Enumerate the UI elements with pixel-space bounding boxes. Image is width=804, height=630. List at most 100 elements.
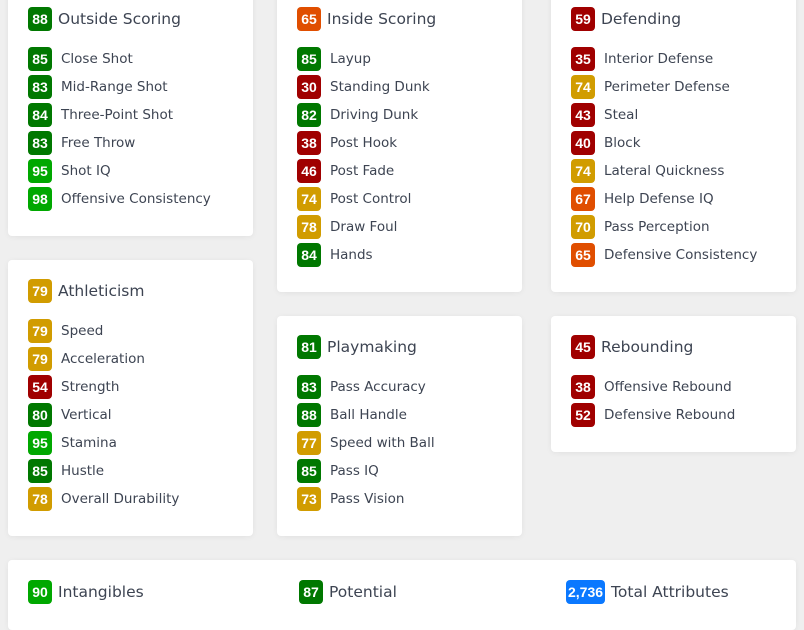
attribute-row: 88 Ball Handle bbox=[297, 403, 502, 427]
group-title: Defending bbox=[601, 10, 682, 28]
attribute-label: Pass IQ bbox=[330, 463, 379, 479]
attribute-rating-badge: 70 bbox=[571, 215, 595, 239]
attribute-rating-badge: 74 bbox=[571, 159, 595, 183]
summary-label: Intangibles bbox=[58, 583, 144, 601]
attribute-label: Speed bbox=[61, 323, 104, 339]
attribute-row: 84 Three-Point Shot bbox=[28, 103, 233, 127]
attribute-label: Pass Perception bbox=[604, 219, 710, 235]
attribute-row: 74 Lateral Quickness bbox=[571, 159, 776, 183]
attribute-rating-badge: 88 bbox=[297, 403, 321, 427]
attribute-rating-badge: 38 bbox=[571, 375, 595, 399]
attribute-rating-badge: 65 bbox=[571, 243, 595, 267]
attribute-label: Close Shot bbox=[61, 51, 133, 67]
attribute-rating-badge: 43 bbox=[571, 103, 595, 127]
group-rating-badge: 45 bbox=[571, 335, 595, 359]
attribute-row: 95 Stamina bbox=[28, 431, 233, 455]
group-header: 65 Inside Scoring bbox=[297, 7, 502, 31]
attribute-rating-badge: 83 bbox=[28, 131, 52, 155]
attribute-label: Defensive Consistency bbox=[604, 247, 758, 263]
attribute-rating-badge: 95 bbox=[28, 431, 52, 455]
attribute-row: 85 Layup bbox=[297, 47, 502, 71]
attribute-rating-badge: 78 bbox=[28, 487, 52, 511]
attribute-label: Ball Handle bbox=[330, 407, 407, 423]
attribute-rating-badge: 79 bbox=[28, 347, 52, 371]
attribute-label: Overall Durability bbox=[61, 491, 180, 507]
attribute-row: 73 Pass Vision bbox=[297, 487, 502, 511]
attribute-rating-badge: 54 bbox=[28, 375, 52, 399]
card-inside-scoring: 65 Inside Scoring 85 Layup 30 Standing D… bbox=[277, 0, 522, 292]
attribute-label: Three-Point Shot bbox=[61, 107, 174, 123]
attribute-label: Speed with Ball bbox=[330, 435, 435, 451]
attribute-label: Defensive Rebound bbox=[604, 407, 736, 423]
rating-badge: 90 bbox=[28, 580, 52, 604]
attribute-label: Post Fade bbox=[330, 163, 395, 179]
attribute-label: Hands bbox=[330, 247, 373, 263]
attribute-row: 83 Mid-Range Shot bbox=[28, 75, 233, 99]
attribute-rating-badge: 52 bbox=[571, 403, 595, 427]
attribute-rating-badge: 79 bbox=[28, 319, 52, 343]
group-title: Outside Scoring bbox=[58, 10, 181, 28]
group-header: 88 Outside Scoring bbox=[28, 7, 233, 31]
attribute-row: 84 Hands bbox=[297, 243, 502, 267]
attribute-rating-badge: 82 bbox=[297, 103, 321, 127]
attribute-row: 43 Steal bbox=[571, 103, 776, 127]
attribute-label: Steal bbox=[604, 107, 639, 123]
card-athleticism: 79 Athleticism 79 Speed 79 Acceleration … bbox=[8, 260, 253, 536]
group-rating-badge: 88 bbox=[28, 7, 52, 31]
attribute-rating-badge: 84 bbox=[28, 103, 52, 127]
rating-badge: 87 bbox=[299, 580, 323, 604]
attribute-label: Free Throw bbox=[61, 135, 136, 151]
group-title: Inside Scoring bbox=[327, 10, 437, 28]
attribute-label: Vertical bbox=[61, 407, 112, 423]
attribute-row: 52 Defensive Rebound bbox=[571, 403, 776, 427]
attribute-label: Layup bbox=[330, 51, 371, 67]
summary-total-attributes: 2,736 Total Attributes bbox=[566, 580, 729, 604]
attribute-row: 85 Pass IQ bbox=[297, 459, 502, 483]
attribute-label: Hustle bbox=[61, 463, 105, 479]
attribute-row: 74 Post Control bbox=[297, 187, 502, 211]
attribute-label: Help Defense IQ bbox=[604, 191, 714, 207]
attribute-row: 38 Post Hook bbox=[297, 131, 502, 155]
attribute-row: 30 Standing Dunk bbox=[297, 75, 502, 99]
attribute-row: 98 Offensive Consistency bbox=[28, 187, 233, 211]
card-defending: 59 Defending 35 Interior Defense 74 Peri… bbox=[551, 0, 796, 292]
attribute-rating-badge: 30 bbox=[297, 75, 321, 99]
attribute-row: 80 Vertical bbox=[28, 403, 233, 427]
group-title: Playmaking bbox=[327, 338, 417, 356]
attribute-row: 78 Overall Durability bbox=[28, 487, 233, 511]
attribute-label: Strength bbox=[61, 379, 120, 395]
attribute-rating-badge: 83 bbox=[297, 375, 321, 399]
card-summary: 90 Intangibles 87 Potential 2,736 Total … bbox=[8, 560, 796, 630]
card-playmaking: 81 Playmaking 83 Pass Accuracy 88 Ball H… bbox=[277, 316, 522, 536]
attribute-rating-badge: 73 bbox=[297, 487, 321, 511]
attribute-label: Standing Dunk bbox=[330, 79, 430, 95]
group-header: 81 Playmaking bbox=[297, 335, 502, 359]
attribute-rating-badge: 78 bbox=[297, 215, 321, 239]
attribute-row: 95 Shot IQ bbox=[28, 159, 233, 183]
attribute-row: 77 Speed with Ball bbox=[297, 431, 502, 455]
group-rating-badge: 59 bbox=[571, 7, 595, 31]
attribute-row: 83 Free Throw bbox=[28, 131, 233, 155]
attribute-row: 38 Offensive Rebound bbox=[571, 375, 776, 399]
attribute-label: Draw Foul bbox=[330, 219, 398, 235]
attribute-rating-badge: 77 bbox=[297, 431, 321, 455]
attribute-label: Shot IQ bbox=[61, 163, 111, 179]
group-title: Athleticism bbox=[58, 282, 145, 300]
attribute-row: 65 Defensive Consistency bbox=[571, 243, 776, 267]
group-title: Rebounding bbox=[601, 338, 694, 356]
attribute-row: 35 Interior Defense bbox=[571, 47, 776, 71]
group-header: 59 Defending bbox=[571, 7, 776, 31]
attribute-row: 83 Pass Accuracy bbox=[297, 375, 502, 399]
attribute-rating-badge: 80 bbox=[28, 403, 52, 427]
group-rating-badge: 79 bbox=[28, 279, 52, 303]
group-rating-badge: 65 bbox=[297, 7, 321, 31]
attribute-rating-badge: 40 bbox=[571, 131, 595, 155]
group-header: 45 Rebounding bbox=[571, 335, 776, 359]
attribute-rating-badge: 85 bbox=[28, 47, 52, 71]
attribute-label: Block bbox=[604, 135, 641, 151]
attribute-rating-badge: 85 bbox=[297, 47, 321, 71]
attribute-rating-badge: 83 bbox=[28, 75, 52, 99]
attribute-label: Perimeter Defense bbox=[604, 79, 730, 95]
attribute-rating-badge: 74 bbox=[571, 75, 595, 99]
attribute-row: 40 Block bbox=[571, 131, 776, 155]
